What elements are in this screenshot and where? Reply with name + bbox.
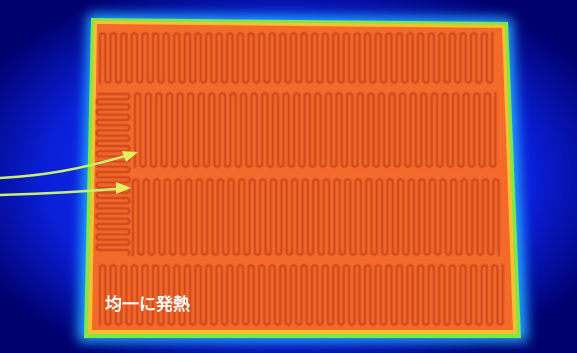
caption: 均一に発熱 — [105, 294, 190, 315]
wire-tip — [116, 182, 131, 194]
wire-tip — [122, 151, 138, 162]
trace — [134, 92, 497, 168]
trace — [99, 32, 494, 84]
trace — [132, 178, 500, 256]
wire — [0, 186, 129, 197]
trace — [99, 264, 504, 326]
trace — [95, 93, 131, 256]
heater-traces — [95, 32, 504, 326]
wire — [0, 151, 136, 180]
